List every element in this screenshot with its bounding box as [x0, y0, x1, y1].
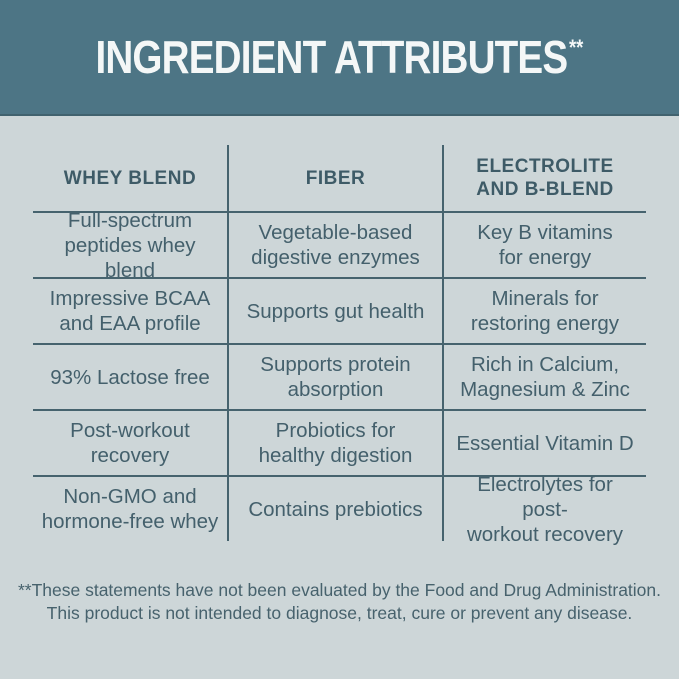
table-cell: Impressive BCAA and EAA profile — [33, 279, 227, 343]
column-header-fiber: FIBER — [227, 145, 444, 211]
page-title: INGREDIENT ATTRIBUTES** — [96, 30, 584, 84]
table-row: Impressive BCAA and EAA profile Supports… — [33, 279, 646, 345]
table-cell-text: Supports gut health — [246, 299, 425, 323]
table-cell: Post-workout recovery — [33, 411, 227, 475]
table-cell: Contains prebiotics — [227, 477, 444, 541]
table-row: Post-workout recovery Probiotics for hea… — [33, 411, 646, 477]
table-cell-text: Probiotics for healthy digestion — [258, 419, 413, 467]
table-cell: Non-GMO and hormone-free whey — [33, 477, 227, 541]
table-cell: Vegetable-based digestive enzymes — [227, 213, 444, 277]
column-header-whey-blend: WHEY BLEND — [33, 145, 227, 211]
header-band: INGREDIENT ATTRIBUTES** — [0, 0, 679, 116]
table-cell-text: Non-GMO and hormone-free whey — [41, 485, 219, 533]
table-cell: Probiotics for healthy digestion — [227, 411, 444, 475]
table-cell-text: Essential Vitamin D — [456, 431, 634, 455]
table-cell-text: Vegetable-based digestive enzymes — [251, 221, 420, 269]
page-title-text: INGREDIENT ATTRIBUTES — [95, 31, 569, 83]
fda-disclaimer: **These statements have not been evaluat… — [17, 580, 662, 623]
table-cell: Electrolytes for post- workout recovery — [444, 473, 646, 546]
attributes-table: WHEY BLEND FIBER ELECTROLITE AND B-BLEND… — [33, 145, 646, 546]
column-header-electrolite-b-blend: ELECTROLITE AND B-BLEND — [444, 145, 646, 211]
table-cell: Supports gut health — [227, 279, 444, 343]
table-row: 93% Lactose free Supports protein absorp… — [33, 345, 646, 411]
table-cell: Minerals for restoring energy — [444, 279, 646, 343]
table-header-row: WHEY BLEND FIBER ELECTROLITE AND B-BLEND — [33, 145, 646, 213]
table-cell-text: Minerals for restoring energy — [470, 287, 620, 335]
table-row: Non-GMO and hormone-free whey Contains p… — [33, 473, 646, 546]
table-cell: Rich in Calcium, Magnesium & Zinc — [444, 345, 646, 409]
table-cell-text: Contains prebiotics — [248, 497, 423, 521]
table-cell-text: Rich in Calcium, Magnesium & Zinc — [460, 353, 630, 401]
column-header-label: ELECTROLITE AND B-BLEND — [476, 156, 614, 200]
column-header-label: FIBER — [305, 167, 366, 189]
table-cell: 93% Lactose free — [33, 345, 227, 409]
table-cell-text: Key B vitamins for energy — [477, 221, 613, 269]
table-cell-text: Supports protein absorption — [260, 353, 411, 401]
table-cell-text: 93% Lactose free — [50, 365, 210, 389]
table-row: Full-spectrum peptides whey blend Vegeta… — [33, 209, 646, 282]
table-cell: Full-spectrum peptides whey blend — [33, 209, 227, 282]
table-cell: Essential Vitamin D — [444, 411, 646, 475]
table-cell: Key B vitamins for energy — [444, 213, 646, 277]
table-cell: Supports protein absorption — [227, 345, 444, 409]
column-header-label: WHEY BLEND — [63, 167, 197, 189]
title-asterisks: ** — [569, 35, 584, 60]
table-cell-text: Electrolytes for post- workout recovery — [466, 472, 624, 546]
table-cell-text: Post-workout recovery — [70, 419, 190, 467]
table-cell-text: Full-spectrum peptides whey blend — [64, 208, 196, 282]
table-cell-text: Impressive BCAA and EAA profile — [49, 287, 211, 335]
